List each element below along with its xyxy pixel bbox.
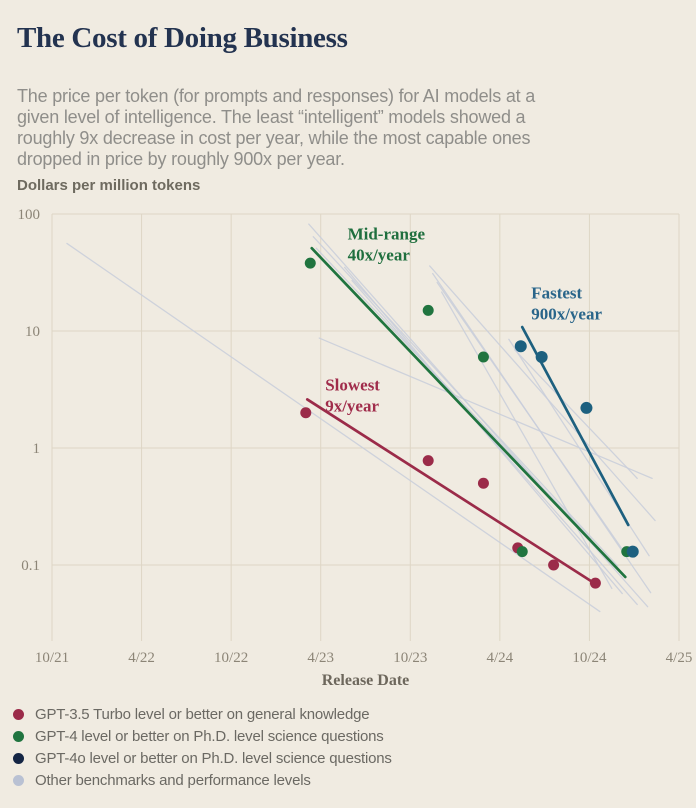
legend-item: GPT-4o level or better on Ph.D. level sc… — [10, 747, 392, 769]
trend-annotation: Slowest 9x/year — [325, 375, 380, 415]
subtitle-line: dropped in price by roughly 900x per yea… — [17, 149, 345, 169]
legend-dot-gpt4o-icon — [13, 752, 24, 764]
legend-item-label: GPT-4o level or better on Ph.D. level sc… — [35, 749, 392, 767]
y-tick-label: 100 — [18, 207, 41, 223]
y-tick-label: 1 — [33, 441, 41, 457]
subtitle-line: given level of intelligence. The least “… — [17, 107, 526, 127]
data-point — [514, 340, 527, 353]
data-point — [477, 477, 489, 489]
legend-item-label: GPT-4 level or better on Ph.D. level sci… — [35, 727, 384, 745]
data-point — [422, 304, 434, 316]
legend-item-label: Other benchmarks and performance levels — [35, 771, 311, 789]
data-point — [516, 546, 528, 558]
annotations: Slowest 9x/year Mid-range 40x/year Fastest 90… — [325, 224, 602, 415]
data-point — [548, 559, 560, 571]
legend-item: GPT-4 level or better on Ph.D. level sci… — [10, 725, 392, 747]
trend-annotation: Fastest 900x/year — [531, 283, 602, 323]
data-point — [535, 350, 548, 363]
other-benchmark-line — [315, 247, 592, 540]
chart-subtitle: The price per token (for prompts and res… — [17, 86, 677, 170]
y-tick-label: 10 — [25, 324, 40, 340]
data-point — [477, 351, 489, 363]
x-tick-label: 10/24 — [572, 650, 607, 666]
legend-dot-gpt35-icon — [13, 708, 24, 720]
y-axis-unit-label: Dollars per million tokens — [17, 177, 201, 194]
trend-line — [310, 246, 627, 579]
other-benchmark-line — [66, 242, 601, 613]
data-point — [422, 455, 434, 467]
data-point — [589, 577, 601, 589]
data-point — [300, 407, 312, 419]
trend-line — [305, 398, 597, 586]
data-point — [626, 545, 639, 558]
x-tick-label: 4/25 — [666, 650, 693, 666]
other-benchmark-line — [514, 349, 638, 480]
y-tick-label: 0.1 — [21, 558, 40, 574]
data-point — [304, 257, 316, 269]
legend-item: Other benchmarks and performance levels — [10, 769, 392, 791]
legend-item: GPT-3.5 Turbo level or better on general… — [10, 703, 392, 725]
axis-ticks: 100 10 1 0.1 10/21 4/22 10/22 4/23 10/23 4/24 10/2… — [18, 207, 693, 666]
x-tick-label: 10/23 — [393, 650, 427, 666]
trend-annotation: Mid-range 40x/year — [348, 224, 426, 264]
data-points — [300, 257, 639, 589]
legend-item-label: GPT-3.5 Turbo level or better on general… — [35, 705, 370, 723]
subtitle-line: roughly 9x decrease in cost per year, wh… — [17, 128, 531, 148]
x-axis-title: Release Date — [321, 672, 410, 689]
x-tick-label: 10/22 — [214, 650, 248, 666]
x-tick-label: 4/22 — [128, 650, 155, 666]
other-benchmark-line — [429, 265, 656, 522]
legend-dot-other-icon — [13, 774, 24, 786]
other-benchmark-line — [440, 291, 613, 590]
x-tick-label: 4/23 — [307, 650, 334, 666]
other-benchmark-line — [436, 281, 628, 557]
other-benchmark-line — [351, 279, 638, 606]
subtitle-line: The price per token (for prompts and res… — [17, 86, 536, 106]
legend: GPT-3.5 Turbo level or better on general… — [10, 703, 392, 791]
chart-title: The Cost of Doing Business — [17, 22, 348, 54]
data-point — [580, 401, 593, 414]
other-benchmark-lines — [66, 223, 656, 613]
x-tick-label: 4/24 — [487, 650, 514, 666]
legend-dot-gpt4-icon — [13, 730, 24, 742]
x-tick-label: 10/21 — [35, 650, 69, 666]
